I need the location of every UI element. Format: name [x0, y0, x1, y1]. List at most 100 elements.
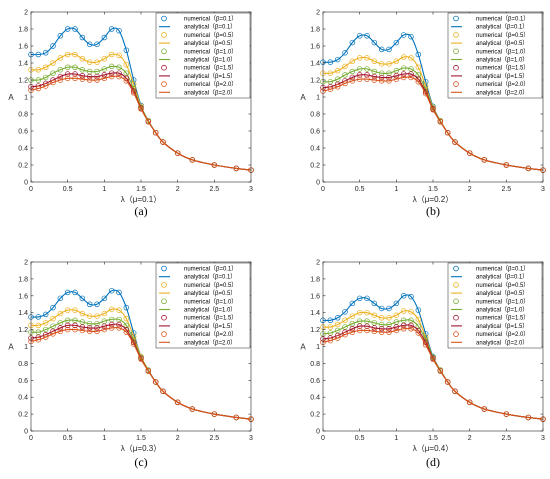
legend-marker-circle — [453, 15, 459, 22]
numerical-point — [152, 379, 159, 385]
numerical-point — [400, 74, 407, 81]
x-tick-label: 2.5 — [209, 435, 219, 442]
legend-label: numerical（β=1.0） — [184, 48, 237, 55]
numerical-point — [525, 414, 532, 421]
numerical-point — [342, 317, 348, 324]
numerical-point — [349, 58, 356, 65]
numerical-point — [364, 295, 370, 302]
numerical-point — [342, 50, 348, 56]
panel-caption: (c) — [134, 455, 147, 469]
numerical-point — [400, 308, 407, 314]
numerical-point — [356, 327, 363, 334]
numerical-point — [94, 320, 100, 327]
numerical-point — [334, 315, 341, 321]
x-tick-label: 2 — [176, 435, 180, 442]
legend-marker-circle — [453, 331, 459, 337]
numerical-point — [444, 129, 451, 136]
y-tick-label: 1 — [24, 344, 28, 351]
legend-label: analytical（β=2.0） — [184, 339, 236, 346]
numerical-point — [50, 79, 56, 86]
numerical-point — [64, 307, 71, 313]
numerical-point — [42, 320, 49, 326]
numerical-point — [393, 300, 400, 307]
y-axis-label: A — [300, 93, 306, 102]
numerical-point — [145, 118, 152, 125]
y-tick-label: 1.6 — [18, 44, 28, 51]
analytical-line-series-4 — [322, 76, 544, 171]
numerical-point — [116, 73, 122, 80]
numerical-point — [50, 70, 56, 76]
x-axis-label: λ（μ=0.3） — [121, 444, 161, 453]
numerical-point — [408, 55, 414, 61]
numerical-point — [378, 321, 385, 328]
y-tick-label: 1.6 — [18, 293, 28, 300]
numerical-point — [378, 74, 385, 81]
y-tick-label: 1.2 — [18, 78, 28, 85]
numerical-point — [79, 295, 86, 302]
numerical-point — [356, 66, 363, 72]
legend-label: analytical（β=2.0） — [476, 339, 528, 346]
x-tick-label: 0 — [29, 435, 33, 442]
x-axis-label: λ（μ=0.2） — [413, 195, 453, 204]
numerical-point — [349, 68, 356, 75]
x-tick-label: 2 — [468, 186, 472, 193]
x-tick-label: 1 — [102, 186, 106, 193]
legend-label: analytical（β=1.0） — [184, 57, 236, 64]
numerical-point — [42, 64, 49, 70]
numerical-point — [50, 331, 56, 337]
numerical-point — [444, 379, 451, 385]
numerical-point — [101, 326, 108, 333]
numerical-point — [334, 321, 341, 328]
legend-label: numerical（β=0.1） — [184, 16, 237, 23]
numerical-point — [481, 157, 488, 163]
numerical-point — [94, 59, 100, 65]
numerical-point — [400, 293, 407, 299]
numerical-point — [408, 74, 414, 81]
numerical-point — [116, 307, 122, 313]
y-axis-label: A — [8, 93, 14, 102]
numerical-point — [130, 77, 137, 83]
x-axis-label: λ（μ=0.4） — [413, 444, 453, 453]
legend-label: numerical（β=0.5） — [476, 32, 529, 39]
numerical-point — [79, 76, 86, 82]
numerical-point — [349, 329, 356, 335]
numerical-point — [356, 72, 363, 78]
numerical-point — [35, 314, 42, 320]
numerical-point — [79, 67, 86, 73]
numerical-point — [35, 322, 42, 329]
numerical-point — [138, 106, 144, 112]
numerical-point — [378, 305, 385, 312]
numerical-point — [386, 46, 392, 53]
numerical-point — [94, 301, 100, 308]
legend-label: analytical（β=0.1） — [476, 274, 528, 281]
x-tick-label: 0 — [321, 186, 325, 193]
numerical-point — [503, 162, 510, 168]
numerical-point — [371, 39, 378, 46]
legend-label: analytical（β=2.0） — [476, 89, 528, 96]
x-tick-label: 3 — [249, 435, 253, 442]
numerical-point — [386, 70, 392, 76]
numerical-point — [408, 309, 414, 315]
numerical-point — [72, 26, 78, 32]
legend-label: numerical（β=2.0） — [184, 81, 237, 88]
numerical-point — [481, 406, 488, 412]
numerical-point — [437, 118, 444, 125]
numerical-point — [108, 26, 115, 32]
numerical-point — [152, 129, 159, 136]
numerical-point — [378, 78, 385, 84]
legend-label: numerical（β=1.5） — [184, 315, 237, 322]
numerical-point — [35, 77, 42, 83]
y-tick-label: 1.2 — [310, 327, 320, 334]
panel-caption: (a) — [134, 204, 147, 218]
legend-box — [155, 12, 251, 99]
x-tick-label: 2.5 — [501, 435, 511, 442]
numerical-point — [108, 325, 115, 331]
numerical-point — [72, 64, 78, 70]
x-tick-label: 2 — [176, 186, 180, 193]
analytical-line-series-4 — [30, 326, 252, 420]
numerical-point — [371, 328, 378, 335]
legend-label: analytical（β=1.5） — [476, 73, 528, 80]
numerical-point — [415, 307, 422, 313]
numerical-point — [116, 289, 122, 296]
numerical-point — [94, 77, 100, 83]
